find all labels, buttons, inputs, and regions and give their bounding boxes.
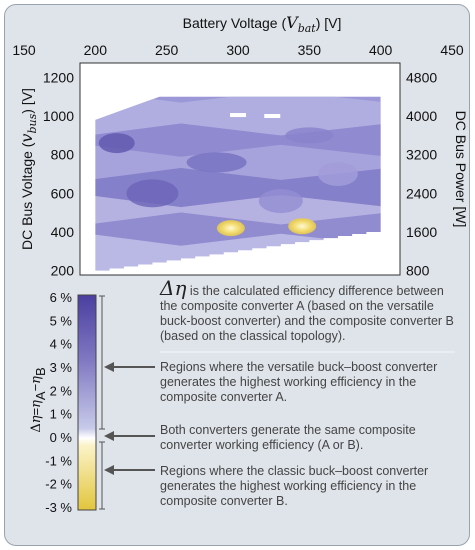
- y-left-tick-label: 400: [51, 224, 75, 240]
- y-right-tick-label: 2400: [406, 185, 437, 201]
- heatmap-fill: [95, 96, 381, 273]
- colorbar-tick-label: 4 %: [50, 337, 73, 352]
- x-tick-label: 300: [226, 42, 250, 58]
- colorbar-tick-label: 0 %: [50, 430, 73, 445]
- x-tick-labels: 150 200 250 300 350 400 450: [12, 42, 464, 58]
- y-right-tick-label: 3200: [406, 147, 437, 163]
- colorbar-tick-label: 6 %: [50, 290, 73, 305]
- y-left-axis-title: DC Bus Voltage (vbus) [V]: [17, 88, 39, 250]
- y-right-tick-label: 4000: [406, 108, 437, 124]
- heatmap-patch: [126, 179, 179, 208]
- zero-hotspot: [230, 113, 246, 118]
- y-left-tick-label: 800: [51, 147, 75, 163]
- y-right-tick-label: 800: [406, 263, 430, 279]
- y-right-axis-title: DC Bus Power [W]: [453, 111, 469, 228]
- heatmap-band: [95, 123, 381, 157]
- arrow-versatile: [104, 362, 155, 372]
- x-tick-label: 150: [12, 42, 36, 58]
- y-right-tick-label: 1600: [406, 224, 437, 240]
- heatmap-patch: [258, 189, 303, 214]
- y-right-tick-label: 4800: [406, 69, 437, 85]
- zero-hotspot: [264, 114, 281, 118]
- y-left-tick-label: 200: [51, 263, 75, 279]
- colorbar-tick-label: 5 %: [50, 313, 73, 328]
- y-right-tick-labels: 4800 4000 3200 2400 1600 800: [406, 69, 437, 278]
- arrow-same: [104, 431, 155, 441]
- efficiency-heatmap: [95, 96, 381, 273]
- colorbar-tick-label: -1 %: [45, 453, 72, 468]
- x-tick-label: 450: [440, 42, 464, 58]
- delta-eta-symbol: Δη: [160, 276, 187, 300]
- y-left-tick-label: 1000: [43, 108, 74, 124]
- colorbar-tick-label: 3 %: [50, 360, 73, 375]
- x-tick-label: 350: [298, 42, 322, 58]
- intro-text: is the calculated efficiency difference …: [160, 284, 454, 343]
- heatmap-patch: [186, 152, 247, 173]
- x-tick-label: 250: [155, 42, 179, 58]
- y-left-tick-labels: 1200 1000 800 600 400 200: [43, 69, 74, 278]
- x-axis-title: Battery Voltage (Vbat) [V]: [183, 13, 342, 35]
- classic-note: Regions where the classic buck–boost con…: [160, 464, 429, 508]
- arrow-classic: [104, 465, 155, 475]
- colorbar-tick-label: 1 %: [50, 407, 73, 422]
- intro-note: Δη is the calculated efficiency differen…: [160, 278, 460, 344]
- heatmap-patch: [317, 162, 358, 186]
- heatmap-patch: [98, 133, 135, 154]
- colorbar: [77, 294, 97, 511]
- versatile-note: Regions where the versatile buck–boost c…: [160, 360, 438, 404]
- colorbar-tick-label: -2 %: [45, 477, 72, 492]
- region-brackets: [99, 295, 105, 510]
- colorbar-tick-label: -3 %: [45, 500, 72, 515]
- negative-hotspot: [288, 218, 317, 235]
- x-tick-label: 400: [369, 42, 393, 58]
- heatmap-patch: [285, 127, 334, 144]
- x-tick-label: 200: [84, 42, 108, 58]
- heatmap-band: [95, 195, 381, 225]
- y-left-tick-label: 600: [51, 185, 75, 201]
- negative-hotspot: [216, 220, 245, 237]
- y-left-tick-label: 1200: [43, 69, 74, 85]
- same-note: Both converters generate the same compos…: [160, 423, 416, 452]
- colorbar-tick-labels: 6 % 5 % 4 % 3 % 2 % 1 % 0 % -1 % -2 % -3 %: [45, 290, 72, 515]
- colorbar-title: Δη=ηA−ηB: [28, 367, 48, 432]
- colorbar-tick-label: 2 %: [50, 383, 73, 398]
